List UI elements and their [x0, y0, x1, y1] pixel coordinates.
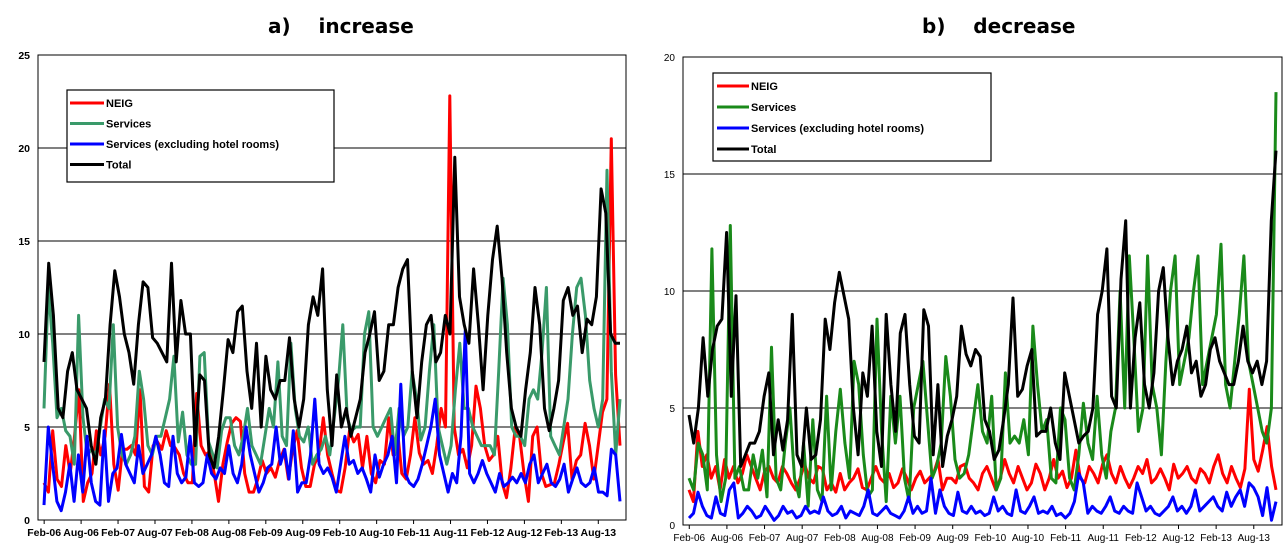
legend-label: NEIG: [106, 98, 133, 110]
plot-area: [37, 54, 627, 521]
x-tick-label: Feb-08: [175, 527, 209, 539]
series-line-services-excluding-hotel-rooms-: [687, 472, 1278, 522]
series-line-neig: [42, 94, 622, 503]
x-tick-label: Feb-12: [471, 527, 505, 539]
x-tick-label: Aug-09: [285, 527, 321, 539]
chart-title-increase: a) increase: [268, 14, 414, 38]
legend-label: Services: [106, 119, 151, 131]
x-tick-label: Feb-11: [1050, 533, 1081, 544]
legend-box: [712, 72, 992, 162]
x-tick-label: Feb-06: [673, 533, 705, 544]
y-tick-label: 15: [664, 170, 676, 181]
x-tick-label: Feb-11: [397, 527, 430, 539]
x-tick-label: Feb-07: [101, 527, 135, 539]
x-tick-label: Aug-13: [580, 527, 616, 539]
legend: NEIG Services Services (excluding hotel ro…: [66, 89, 335, 183]
y-tick-label: 0: [24, 515, 30, 527]
legend-label: Services (excluding hotel rooms): [106, 139, 279, 151]
x-tick-label: Feb-13: [544, 527, 578, 539]
chart-0: 0 5 10 15 20 25 Feb-06 Aug-06 Feb-07 Aug-07 Feb-08…: [18, 50, 627, 539]
x-tick-label: Aug-10: [1012, 533, 1045, 544]
legend-label: Total: [751, 144, 776, 156]
x-tick-label: Aug-08: [211, 527, 247, 539]
x-tick-label: Feb-09: [899, 533, 931, 544]
y-tick-label: 5: [24, 422, 30, 434]
legend-label: Total: [106, 160, 131, 172]
x-tick-label: Aug-08: [861, 533, 894, 544]
x-tick-label: Aug-07: [786, 533, 819, 544]
x-tick-label: Feb-10: [974, 533, 1006, 544]
chart-1: 0 5 10 15 20 Feb-06 Aug-06 Feb-07 Aug-07 Feb-08 Au…: [664, 53, 1283, 544]
x-tick-label: Aug-11: [433, 527, 468, 539]
x-tick-label: Aug-10: [359, 527, 395, 539]
legend-box: [66, 89, 335, 183]
x-tick-label: Aug-09: [937, 533, 970, 544]
series-line-total: [687, 150, 1278, 468]
series-line-neig: [687, 387, 1278, 504]
y-tick-label: 20: [664, 53, 676, 64]
x-tick-label: Aug-11: [1087, 533, 1119, 544]
x-tick-label: Feb-07: [749, 533, 781, 544]
y-tick-label: 5: [669, 404, 675, 415]
legend: NEIG Services Services (excluding hotel ro…: [712, 72, 992, 162]
x-tick-label: Aug-12: [507, 527, 543, 539]
x-tick-label: Feb-12: [1125, 533, 1157, 544]
x-tick-label: Feb-09: [249, 527, 283, 539]
x-tick-label: Aug-12: [1162, 533, 1195, 544]
legend-label: NEIG: [751, 81, 778, 93]
chart-title-decrease: b) decrease: [922, 14, 1076, 38]
y-tick-label: 15: [18, 236, 30, 248]
legend-label: Services: [751, 102, 796, 114]
x-tick-label: Feb-08: [824, 533, 856, 544]
x-tick-label: Feb-06: [27, 527, 61, 539]
legend-label: Services (excluding hotel rooms): [751, 123, 924, 135]
x-tick-label: Aug-13: [1238, 533, 1271, 544]
series-line-services-excluding-hotel-rooms-: [42, 328, 622, 513]
y-tick-label: 10: [18, 329, 30, 341]
x-tick-label: Aug-06: [711, 533, 744, 544]
y-tick-label: 25: [18, 50, 30, 62]
x-tick-label: Aug-06: [63, 527, 99, 539]
y-tick-label: 0: [669, 521, 675, 532]
x-tick-label: Feb-13: [1200, 533, 1232, 544]
x-tick-label: Aug-07: [137, 527, 173, 539]
x-tick-label: Feb-10: [323, 527, 357, 539]
y-tick-label: 10: [664, 287, 676, 298]
series-line-total: [42, 155, 620, 470]
y-tick-label: 20: [18, 143, 30, 155]
